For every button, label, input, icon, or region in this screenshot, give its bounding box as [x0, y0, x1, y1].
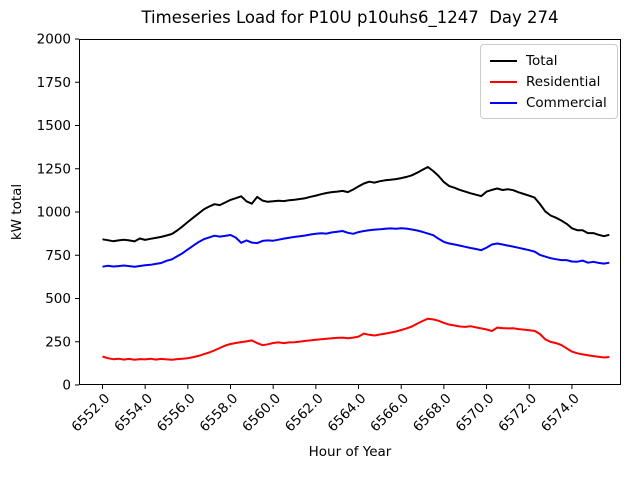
chart-title: Timeseries Load for P10U p10uhs6_1247 Da… — [141, 8, 559, 27]
x-tick-label: 6562.0 — [282, 391, 327, 436]
x-tick-label: 6560.0 — [239, 391, 284, 436]
x-tick-label: 6574.0 — [538, 391, 583, 436]
y-tick-label: 2000 — [37, 32, 71, 48]
legend: Total Residential Commercial — [480, 44, 618, 119]
legend-entry-commercial: Commercial — [490, 92, 607, 113]
legend-line-swatch — [490, 80, 517, 83]
legend-line-swatch — [490, 101, 517, 104]
x-tick-label: 6558.0 — [197, 391, 242, 436]
y-tick-label: 1250 — [37, 161, 71, 177]
x-axis-label: Hour of Year — [308, 444, 392, 460]
y-tick-label: 250 — [45, 334, 71, 350]
legend-label: Commercial — [526, 94, 607, 111]
residential-line — [102, 317, 610, 361]
total-line — [102, 166, 610, 243]
x-tick-label: 6566.0 — [367, 391, 412, 436]
x-tick-label: 6568.0 — [410, 391, 455, 436]
x-tick-label: 6552.0 — [69, 391, 114, 436]
x-tick-label: 6570.0 — [453, 391, 498, 436]
legend-entry-total: Total — [490, 50, 607, 71]
legend-entry-residential: Residential — [490, 71, 607, 92]
y-axis-label: kW total — [9, 183, 25, 241]
y-tick-label: 500 — [45, 291, 71, 307]
y-tick-label: 1750 — [37, 75, 71, 91]
legend-label: Total — [526, 52, 558, 69]
plot-frame — [79, 39, 621, 385]
legend-label: Residential — [526, 73, 601, 90]
commercial-line — [102, 227, 610, 268]
x-tick-label: 6556.0 — [154, 391, 199, 436]
x-tick-label: 6572.0 — [495, 391, 540, 436]
legend-line-swatch — [490, 59, 517, 62]
x-tick-label: 6554.0 — [111, 391, 156, 436]
y-tick-label: 1000 — [37, 205, 71, 221]
y-tick-label: 0 — [62, 378, 71, 394]
y-tick-label: 1500 — [37, 118, 71, 134]
x-tick-label: 6564.0 — [325, 391, 370, 436]
y-tick-label: 750 — [45, 248, 71, 264]
